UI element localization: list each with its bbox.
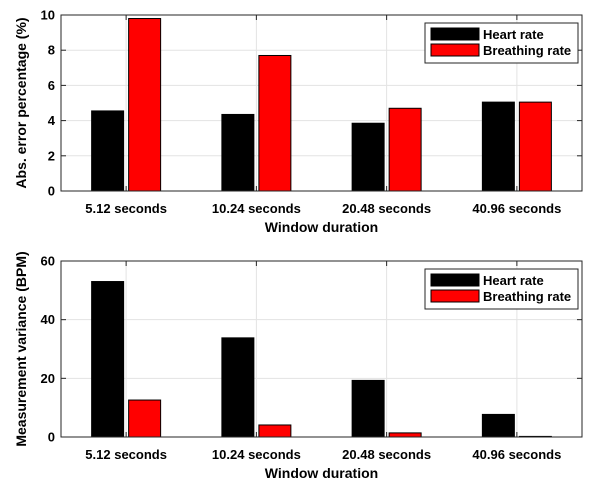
bar-heart-rate (351, 379, 385, 438)
x-tick-label: 40.96 seconds (472, 447, 561, 462)
y-axis-label: Abs. error percentage (%) (13, 17, 29, 188)
bar-breathing-rate (388, 107, 422, 192)
bar-heart-rate (351, 122, 385, 192)
bar-breathing-rate (258, 424, 292, 438)
x-tick-label: 20.48 seconds (342, 447, 431, 462)
legend-swatch (430, 289, 480, 303)
y-tick-label: 10 (41, 8, 55, 23)
y-tick-label: 60 (41, 254, 55, 269)
bar-heart-rate (221, 337, 255, 438)
bar-heart-rate (91, 281, 125, 438)
bar-breathing-rate (258, 54, 292, 192)
bar-heart-rate (221, 113, 255, 192)
y-tick-label: 2 (48, 148, 55, 163)
legend-label: Heart rate (483, 27, 544, 42)
legend-swatch (430, 43, 480, 57)
y-tick-label: 0 (48, 430, 55, 445)
y-tick-label: 8 (48, 43, 55, 58)
bar-heart-rate (91, 110, 125, 192)
axes-box (60, 260, 583, 438)
bar-breathing-rate (128, 18, 162, 192)
y-tick-label: 20 (41, 371, 55, 386)
axes-box (60, 14, 583, 192)
y-tick-label: 4 (48, 113, 56, 128)
bar-breathing-rate (128, 399, 162, 438)
x-axis-label: Window duration (265, 465, 378, 481)
x-axis-label: Window duration (265, 219, 378, 235)
y-tick-label: 40 (41, 312, 55, 327)
legend-label: Breathing rate (483, 289, 571, 304)
x-tick-label: 20.48 seconds (342, 201, 431, 216)
y-tick-label: 0 (48, 184, 55, 199)
y-axis-label: Measurement variance (BPM) (13, 251, 29, 446)
chart-2: 0 20 40 60 5.12 seconds 10.24 seconds 20.48 se… (13, 251, 583, 481)
chart-1: 0 2 4 6 8 10 5.12 seconds 10.24 seconds 20.48 se… (13, 8, 583, 235)
legend-swatch (430, 273, 480, 287)
x-tick-label: 10.24 seconds (212, 201, 301, 216)
bar-breathing-rate (388, 432, 422, 438)
x-tick-label: 40.96 seconds (472, 201, 561, 216)
x-tick-label: 10.24 seconds (212, 447, 301, 462)
bar-breathing-rate (518, 101, 552, 192)
legend-label: Heart rate (483, 273, 544, 288)
legend-swatch (430, 27, 480, 41)
bar-heart-rate (481, 101, 515, 192)
x-tick-label: 5.12 seconds (85, 201, 167, 216)
x-tick-label: 5.12 seconds (85, 447, 167, 462)
y-tick-label: 6 (48, 78, 55, 93)
legend-label: Breathing rate (483, 43, 571, 58)
bar-heart-rate (481, 413, 515, 438)
